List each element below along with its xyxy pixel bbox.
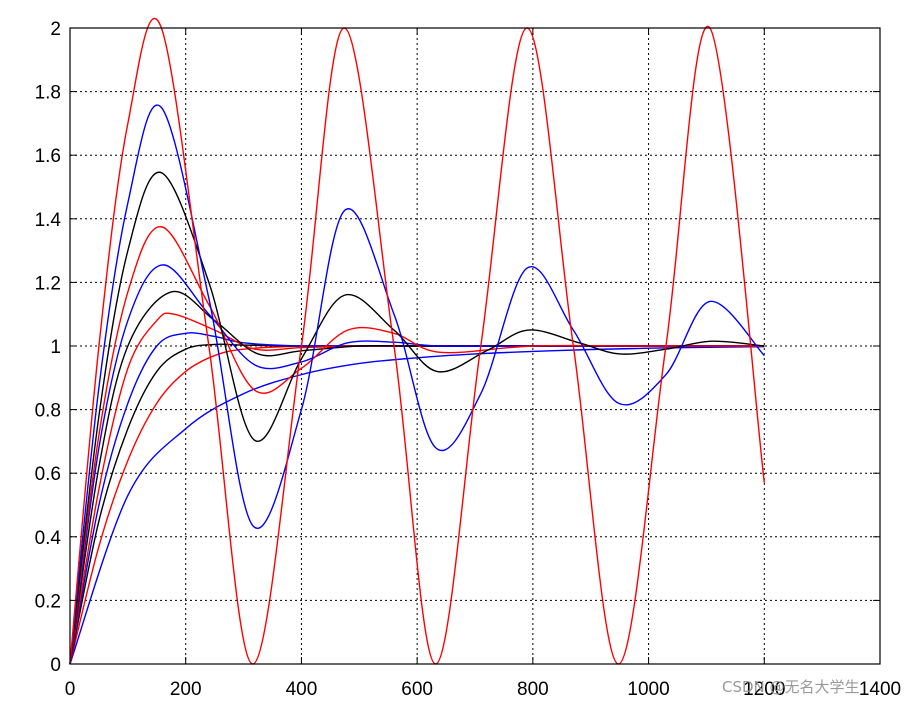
- series-line-10: [69, 104, 765, 665]
- x-tick-label: 400: [286, 679, 318, 700]
- x-tick-label: 200: [170, 679, 202, 700]
- series-line-1: [69, 345, 765, 665]
- y-tick-label: 0: [50, 655, 61, 676]
- x-tick-labels: 0 200 400 600 800 1000 1200 1400: [65, 679, 901, 700]
- y-tick-label: 0.2: [35, 591, 61, 612]
- y-tick-label: 1.4: [35, 210, 62, 231]
- series-line-8: [69, 226, 765, 665]
- tick-marks: [69, 27, 881, 665]
- y-tick-labels: 0 0.2 0.4 0.6 0.8 1 1.2 1.4 1.6 1.8 2: [35, 19, 62, 676]
- series-group: [69, 18, 765, 665]
- x-tick-label: 1200: [743, 679, 785, 700]
- x-tick-label: 0: [65, 679, 76, 700]
- series-line-9: [69, 171, 765, 665]
- x-tick-label: 1400: [859, 679, 901, 700]
- y-tick-label: 1.8: [35, 83, 61, 104]
- series-line-11: [69, 18, 765, 665]
- watermark: CSDN @无名大学生: [722, 678, 860, 696]
- y-tick-label: 0.4: [35, 528, 62, 549]
- x-tick-label: 1000: [627, 679, 669, 700]
- y-tick-label: 0.6: [35, 464, 61, 485]
- y-tick-label: 2: [50, 19, 61, 40]
- y-tick-label: 1.6: [35, 146, 61, 167]
- y-tick-label: 1: [50, 337, 61, 358]
- x-tick-label: 800: [517, 679, 549, 700]
- y-tick-label: 1.2: [35, 273, 61, 294]
- x-tick-label: 600: [401, 679, 433, 700]
- y-tick-label: 0.8: [35, 401, 61, 422]
